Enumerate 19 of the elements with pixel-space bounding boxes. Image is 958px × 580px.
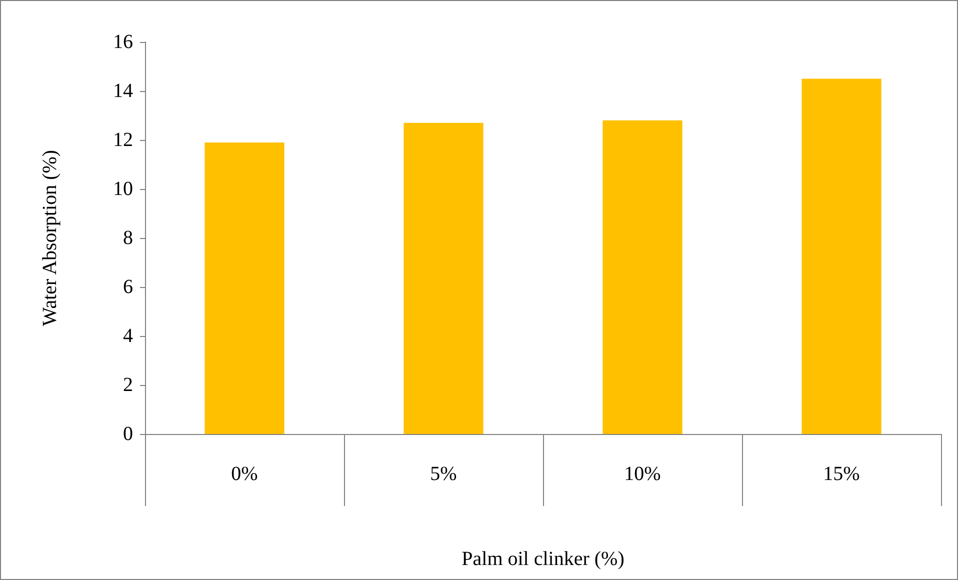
bar	[204, 142, 284, 434]
y-tick-label: 14	[113, 80, 133, 102]
x-tick-label: 10%	[624, 463, 661, 485]
y-tick-label: 12	[113, 129, 133, 151]
y-axis-title: Water Absorption (%)	[39, 150, 61, 326]
x-tick-label: 5%	[430, 463, 457, 485]
x-tick-label: 15%	[823, 463, 860, 485]
y-tick-label: 0	[123, 423, 133, 445]
x-tick-label: 0%	[231, 463, 258, 485]
bar	[404, 122, 484, 434]
x-axis-title: Palm oil clinker (%)	[462, 548, 624, 570]
y-tick-label: 2	[123, 374, 133, 396]
y-tick-label: 6	[123, 276, 133, 298]
y-tick-label: 16	[113, 31, 133, 53]
y-tick-label: 4	[123, 325, 133, 347]
y-tick-label: 10	[113, 178, 133, 200]
y-tick-label: 8	[123, 227, 133, 249]
bar	[802, 78, 882, 434]
bar	[602, 120, 682, 434]
